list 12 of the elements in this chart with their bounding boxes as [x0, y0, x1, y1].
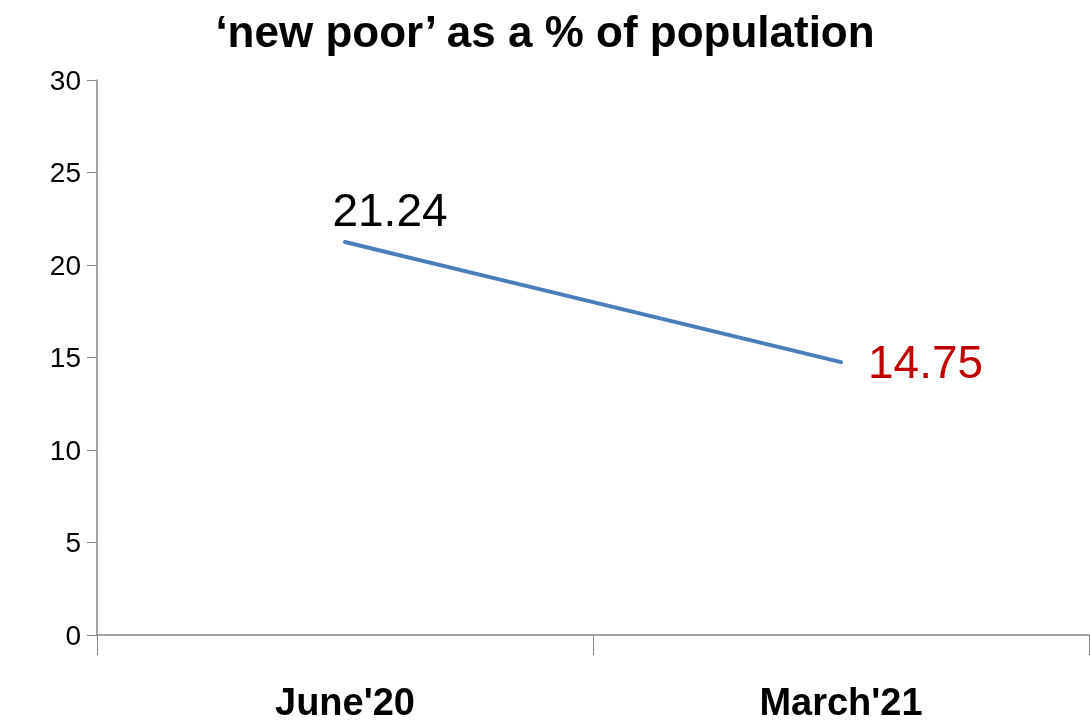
y-tick-label: 20	[49, 249, 81, 281]
y-tick-label: 25	[49, 157, 81, 188]
x-tick-label: March'21	[759, 681, 923, 723]
y-tick-label: 30	[49, 64, 81, 96]
y-tick-label: 5	[65, 527, 81, 558]
y-tick-label: 15	[49, 342, 81, 373]
chart-title: ‘new poor’ as a % of population	[215, 6, 875, 56]
x-tick-label: June'20	[275, 681, 415, 723]
data-label: 14.75	[868, 336, 984, 389]
y-tick-label: 10	[49, 434, 81, 466]
y-tick-label: 0	[65, 619, 81, 651]
data-label: 21.24	[332, 184, 448, 237]
